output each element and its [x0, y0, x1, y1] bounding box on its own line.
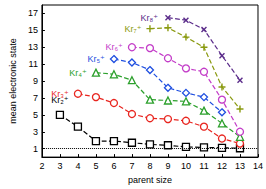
svg-text:Kr₈⁺: Kr₈⁺	[141, 13, 159, 23]
svg-text:12: 12	[217, 161, 227, 171]
svg-text:13: 13	[235, 161, 245, 171]
svg-text:11: 11	[199, 161, 208, 171]
svg-text:7: 7	[33, 93, 38, 103]
svg-text:17: 17	[28, 8, 38, 18]
svg-text:1: 1	[33, 144, 38, 154]
svg-text:8: 8	[147, 161, 152, 171]
svg-text:4: 4	[75, 161, 80, 171]
svg-text:15: 15	[28, 25, 38, 35]
svg-text:6: 6	[111, 161, 116, 171]
svg-text:Kr₂⁺: Kr₂⁺	[51, 95, 69, 106]
svg-text:Kr₇⁺: Kr₇⁺	[125, 24, 142, 34]
svg-text:5: 5	[93, 161, 98, 171]
svg-text:11: 11	[29, 59, 38, 69]
svg-text:Kr₆⁺: Kr₆⁺	[105, 42, 123, 52]
svg-text:5: 5	[33, 110, 38, 120]
svg-text:parent size: parent size	[128, 175, 172, 185]
svg-text:7: 7	[129, 161, 134, 171]
svg-text:10: 10	[181, 161, 191, 171]
svg-text:mean electronic state: mean electronic state	[8, 38, 18, 124]
svg-text:3: 3	[57, 161, 62, 171]
svg-text:Kr₄⁺: Kr₄⁺	[69, 68, 87, 78]
svg-text:14: 14	[253, 161, 263, 171]
svg-text:3: 3	[33, 127, 38, 137]
svg-text:9: 9	[33, 76, 38, 86]
svg-text:13: 13	[28, 42, 38, 52]
svg-text:Kr₃⁺: Kr₃⁺	[51, 89, 69, 99]
svg-text:2: 2	[39, 161, 44, 171]
svg-text:9: 9	[165, 161, 170, 171]
svg-text:Kr₅⁺: Kr₅⁺	[87, 54, 105, 64]
